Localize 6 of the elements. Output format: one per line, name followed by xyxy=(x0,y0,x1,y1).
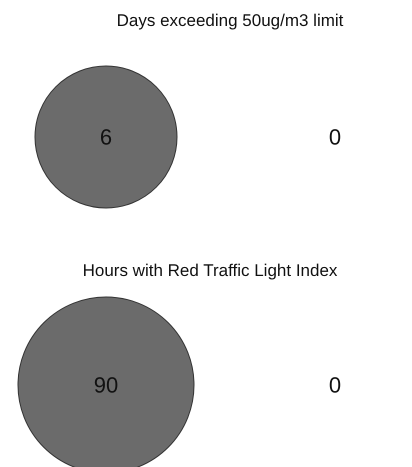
text: Hours with Red Traffic Light Index xyxy=(82,261,338,280)
data-label: 0 xyxy=(328,372,342,398)
data-label: 0 xyxy=(328,124,342,150)
data-label: 90 xyxy=(94,372,118,398)
text: Days exceeding 50ug/m3 limit xyxy=(116,11,344,30)
data-label: 6 xyxy=(100,124,112,150)
